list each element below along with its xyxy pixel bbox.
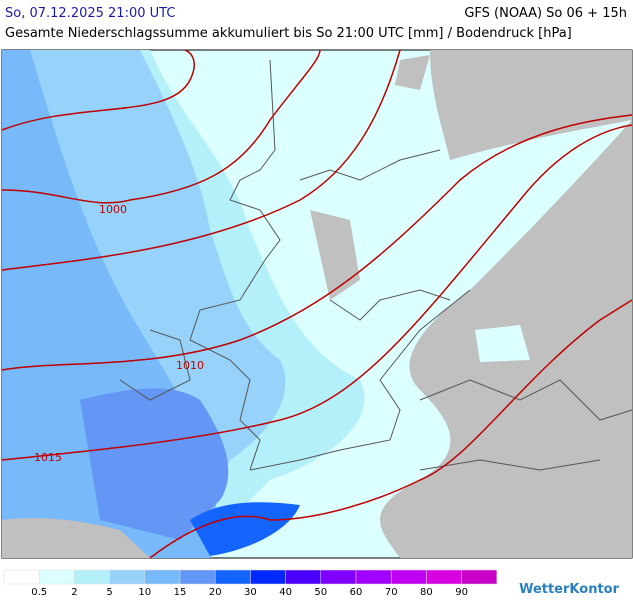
legend-label: 50 — [314, 587, 327, 598]
legend-swatch — [109, 569, 146, 585]
legend-swatch — [285, 569, 322, 585]
legend-swatch — [250, 569, 286, 585]
legend-label: 80 — [420, 587, 433, 598]
precip-area — [190, 502, 300, 556]
legend-swatch — [390, 569, 427, 585]
forecast-time: So, 07.12.2025 21:00 UTC — [5, 6, 176, 21]
legend-label: 0.5 — [31, 587, 47, 598]
legend-label: 90 — [455, 587, 468, 598]
legend-swatch — [320, 569, 357, 585]
logo: WetterKontor — [519, 582, 619, 597]
model-run: GFS (NOAA) So 06 + 15h — [464, 6, 627, 21]
legend-swatch — [3, 569, 40, 585]
legend-label: 5 — [106, 587, 112, 598]
legend-label: 10 — [138, 587, 151, 598]
legend-swatch — [214, 569, 251, 585]
borders — [119, 59, 633, 471]
legend-label: 20 — [209, 587, 222, 598]
legend-swatch — [179, 569, 216, 585]
legend: 0.5 2 5 10 15 20 30 40 50 60 70 80 90 — [3, 569, 498, 598]
isobar-label: 1015 — [34, 451, 62, 464]
isobars — [1, 49, 633, 559]
legend-label: 60 — [350, 587, 363, 598]
isobar-label: 1000 — [99, 203, 127, 216]
legend-label: 2 — [71, 587, 77, 598]
precip-area — [80, 388, 229, 540]
legend-swatch — [426, 569, 462, 585]
legend-swatch — [461, 569, 498, 585]
legend-swatch — [38, 569, 75, 585]
land-outside — [2, 518, 150, 558]
legend-label: 15 — [174, 587, 187, 598]
land-outside — [430, 50, 632, 160]
legend-label: 30 — [244, 587, 257, 598]
legend-label: 40 — [279, 587, 292, 598]
legend-label: 70 — [385, 587, 398, 598]
isobar-label: 1010 — [176, 359, 204, 372]
legend-swatch — [144, 569, 181, 585]
land-outside — [310, 55, 430, 300]
map-subtitle: Gesamte Niederschlagssumme akkumuliert b… — [5, 26, 572, 41]
legend-swatch — [355, 569, 392, 585]
legend-swatch — [74, 569, 110, 585]
precip-area — [475, 325, 530, 362]
